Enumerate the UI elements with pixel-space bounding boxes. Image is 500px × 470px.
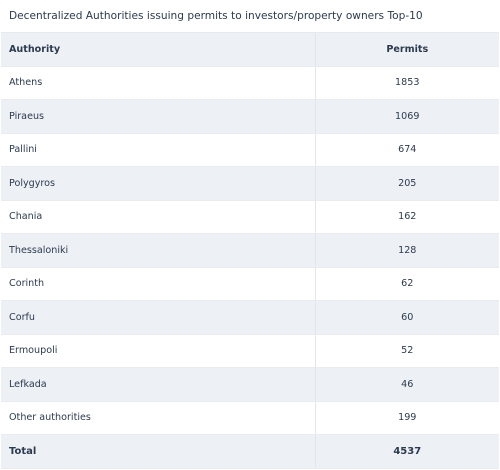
table-row: Corfu 60 — [1, 300, 499, 335]
authority-cell: Other authorities — [1, 401, 316, 435]
permits-cell: 128 — [315, 233, 499, 268]
authority-cell: Corfu — [1, 300, 316, 335]
table-row: Thessaloniki 128 — [1, 233, 499, 268]
permits-cell: 205 — [315, 166, 499, 201]
total-label: Total — [1, 434, 316, 469]
authority-cell: Corinth — [1, 267, 316, 301]
table-row: Chania 162 — [1, 200, 499, 234]
table-row: Polygyros 205 — [1, 166, 499, 201]
permits-cell: 1853 — [315, 66, 499, 100]
permits-cell: 162 — [315, 200, 499, 234]
table-row: Athens 1853 — [1, 66, 499, 100]
authority-cell: Ermoupoli — [1, 334, 316, 368]
table-row: Ermoupoli 52 — [1, 334, 499, 368]
permits-cell: 52 — [315, 334, 499, 368]
authority-cell: Chania — [1, 200, 316, 234]
table-row: Pallini 674 — [1, 133, 499, 167]
header-authority: Authority — [1, 33, 316, 67]
authority-cell: Piraeus — [1, 99, 316, 134]
permits-cell: 1069 — [315, 99, 499, 134]
authority-cell: Thessaloniki — [1, 233, 316, 268]
table-header-row: Authority Permits — [1, 33, 499, 67]
permits-cell: 62 — [315, 267, 499, 301]
total-row: Total 4537 — [1, 434, 499, 469]
table-row: Lefkada 46 — [1, 367, 499, 402]
table-title: Decentralized Authorities issuing permit… — [1, 0, 499, 33]
authority-cell: Athens — [1, 66, 316, 100]
permits-cell: 60 — [315, 300, 499, 335]
permits-table: Authority Permits Athens 1853 Piraeus 10… — [1, 33, 499, 469]
table-row: Corinth 62 — [1, 267, 499, 301]
table-row: Piraeus 1069 — [1, 99, 499, 134]
authority-cell: Polygyros — [1, 166, 316, 201]
authority-cell: Pallini — [1, 133, 316, 167]
header-permits: Permits — [315, 33, 499, 67]
permits-cell: 674 — [315, 133, 499, 167]
table-row: Other authorities 199 — [1, 401, 499, 435]
permits-cell: 46 — [315, 367, 499, 402]
permits-cell: 199 — [315, 401, 499, 435]
authority-cell: Lefkada — [1, 367, 316, 402]
total-value: 4537 — [315, 434, 499, 469]
